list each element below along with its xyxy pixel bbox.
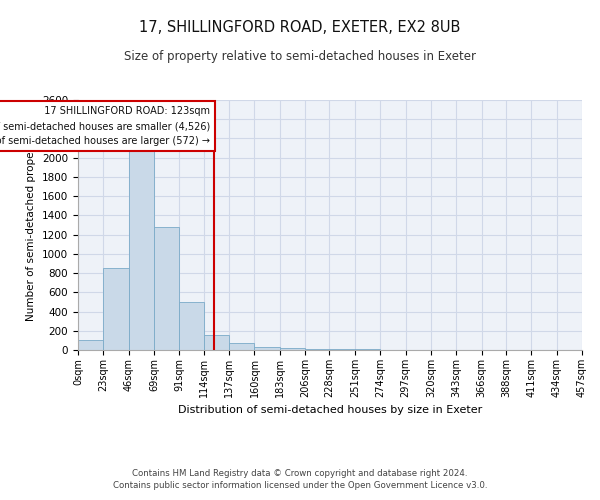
Text: 17 SHILLINGFORD ROAD: 123sqm
← 88% of semi-detached houses are smaller (4,526)
 : 17 SHILLINGFORD ROAD: 123sqm ← 88% of se… [0, 106, 211, 146]
Text: Size of property relative to semi-detached houses in Exeter: Size of property relative to semi-detach… [124, 50, 476, 63]
X-axis label: Distribution of semi-detached houses by size in Exeter: Distribution of semi-detached houses by … [178, 406, 482, 415]
Text: 17, SHILLINGFORD ROAD, EXETER, EX2 8UB: 17, SHILLINGFORD ROAD, EXETER, EX2 8UB [139, 20, 461, 35]
Bar [254, 346, 280, 350]
Bar [355, 349, 380, 350]
Bar [103, 268, 129, 350]
Text: Contains HM Land Registry data © Crown copyright and database right 2024.
Contai: Contains HM Land Registry data © Crown c… [113, 468, 487, 490]
Bar [154, 227, 179, 350]
Bar [229, 343, 254, 350]
Bar [129, 150, 154, 350]
Bar [280, 348, 305, 350]
Y-axis label: Number of semi-detached properties: Number of semi-detached properties [26, 128, 37, 322]
Bar [179, 302, 204, 350]
Bar [204, 334, 229, 350]
Bar [305, 348, 329, 350]
Bar [78, 340, 103, 350]
Bar [329, 349, 355, 350]
